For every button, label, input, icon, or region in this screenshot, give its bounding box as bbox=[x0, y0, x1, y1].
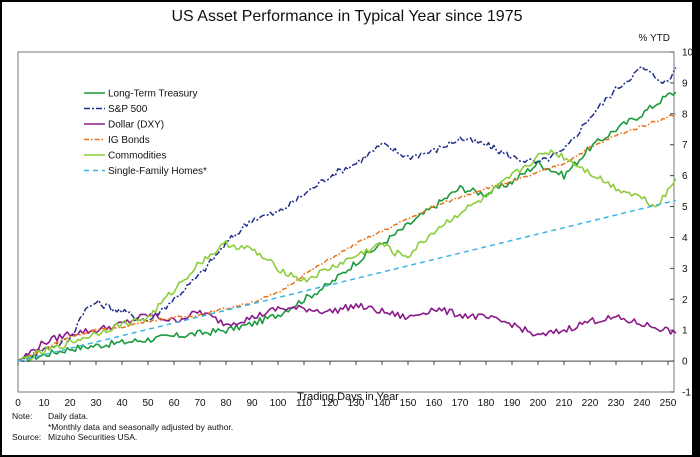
series-line-single-family-homes bbox=[17, 199, 676, 362]
legend-label: Single-Family Homes* bbox=[108, 166, 207, 177]
series-lines bbox=[17, 65, 677, 363]
x-tick-label: 30 bbox=[90, 398, 102, 407]
x-tick-label: 90 bbox=[246, 398, 258, 407]
chart-title: US Asset Performance in Typical Year sin… bbox=[171, 8, 523, 25]
y-tick-label: 1 bbox=[682, 326, 688, 337]
series-line-commodities bbox=[17, 149, 677, 362]
x-tick-label: 250 bbox=[660, 398, 677, 407]
x-tick-label: 0 bbox=[15, 398, 21, 407]
y-tick-label: 8 bbox=[682, 109, 688, 120]
x-tick-label: 70 bbox=[194, 398, 206, 407]
x-tick-label: 240 bbox=[634, 398, 651, 407]
y-tick-label: -1 bbox=[682, 388, 691, 399]
x-tick-label: 170 bbox=[452, 398, 469, 407]
x-tick-label: 190 bbox=[504, 398, 521, 407]
x-tick-label: 200 bbox=[530, 398, 547, 407]
legend-label: Dollar (DXY) bbox=[108, 120, 164, 131]
y-tick-label: 3 bbox=[682, 264, 688, 275]
legend-label: Long-Term Treasury bbox=[108, 89, 197, 100]
x-tick-label: 80 bbox=[220, 398, 232, 407]
note-line-1: Daily data. bbox=[48, 411, 89, 421]
y-tick-label: 0 bbox=[682, 357, 688, 368]
x-tick-label: 20 bbox=[64, 398, 76, 407]
legend-label: Commodities bbox=[108, 151, 166, 162]
note-line-2: *Monthly data and seasonally adjusted by… bbox=[48, 421, 234, 432]
y-tick-label: 4 bbox=[682, 233, 688, 244]
source-text: Mizuho Securities USA. bbox=[48, 432, 138, 442]
x-tick-label: 160 bbox=[426, 398, 443, 407]
x-tick-label: 50 bbox=[142, 398, 154, 407]
y-axis-label: % YTD bbox=[639, 33, 671, 44]
x-tick-label: 110 bbox=[296, 398, 312, 407]
plot-border bbox=[17, 51, 675, 393]
x-tick-label: 180 bbox=[478, 398, 495, 407]
legend-label: IG Bonds bbox=[108, 135, 150, 146]
x-tick-label: 100 bbox=[270, 398, 287, 407]
x-tick-label: 220 bbox=[582, 398, 599, 407]
x-tick-label: 230 bbox=[608, 398, 625, 407]
x-tick-label: 10 bbox=[38, 398, 50, 407]
y-tick-label: 7 bbox=[682, 140, 688, 151]
x-tick-label: 140 bbox=[374, 398, 391, 407]
note-label: Note: bbox=[12, 411, 33, 421]
x-tick-label: 210 bbox=[556, 398, 573, 407]
chart-panel: US Asset Performance in Typical Year sin… bbox=[2, 2, 692, 455]
x-tick-label: 130 bbox=[348, 398, 365, 407]
y-tick-label: 5 bbox=[682, 202, 688, 213]
y-tick-label: 2 bbox=[682, 295, 688, 306]
footnotes: Note: Daily data. *Monthly data and seaso… bbox=[12, 411, 233, 443]
y-tick-label: 9 bbox=[682, 78, 688, 89]
x-axis-label: Trading Days in Year bbox=[297, 391, 399, 403]
series-line-long-term-treasury bbox=[17, 91, 677, 363]
x-tick-label: 120 bbox=[322, 398, 339, 407]
x-tick-label: 150 bbox=[400, 398, 417, 407]
series-line-s-p-500 bbox=[17, 65, 677, 362]
y-tick-label: 10 bbox=[682, 48, 692, 59]
source-label: Source: bbox=[12, 432, 42, 442]
series-line-dollar-dxy bbox=[17, 302, 677, 362]
x-tick-label: 40 bbox=[116, 398, 128, 407]
y-tick-label: 6 bbox=[682, 171, 688, 182]
x-tick-label: 60 bbox=[168, 398, 180, 407]
legend-label: S&P 500 bbox=[108, 104, 148, 115]
legend: Long-Term Treasury S&P 500 Dollar (DXY) IG … bbox=[84, 89, 207, 177]
